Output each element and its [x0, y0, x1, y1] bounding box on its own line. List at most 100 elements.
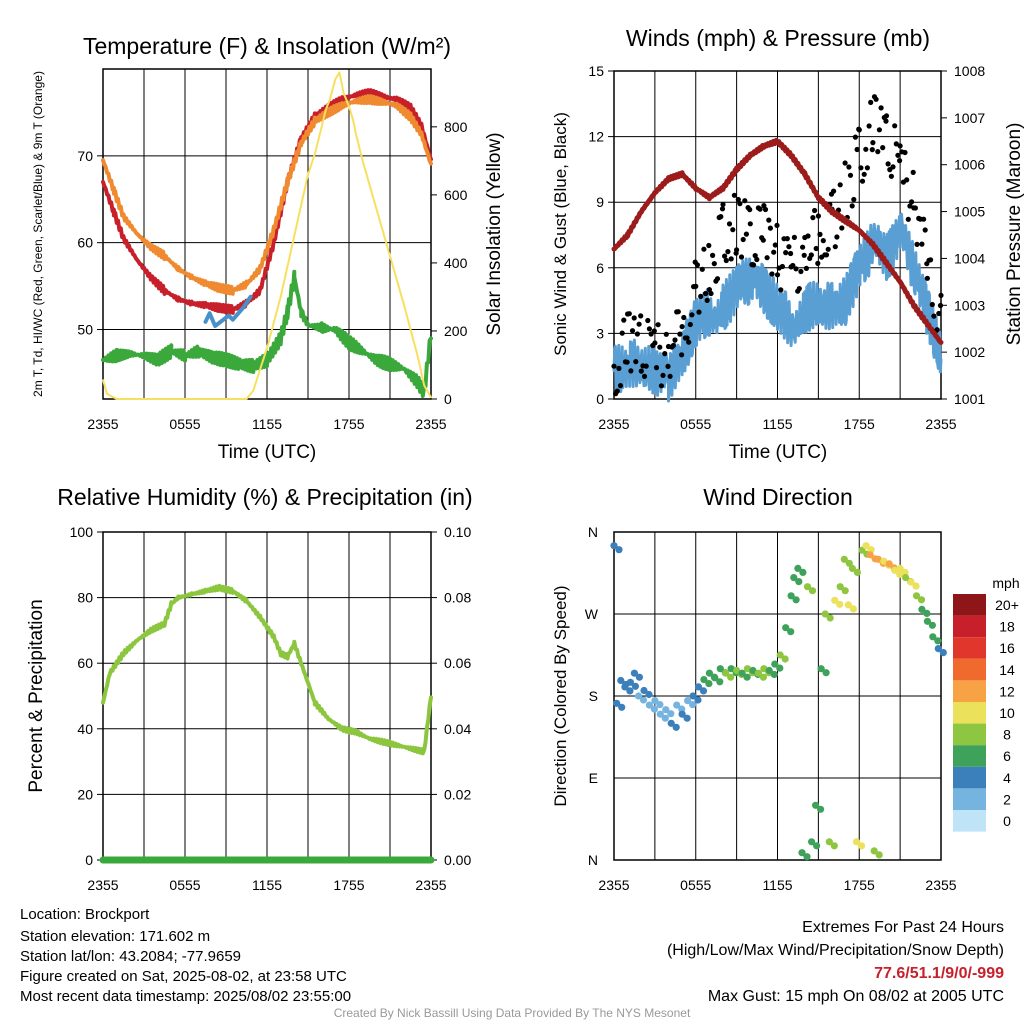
wind-gust-point: [837, 182, 843, 188]
direction-point: [870, 847, 878, 855]
direction-point: [667, 719, 675, 727]
wind-gust-point: [929, 301, 935, 308]
wind-gust-point: [859, 178, 866, 184]
temperature-ytick-label: 70: [77, 148, 93, 164]
direction-point: [776, 664, 784, 672]
wind-gust-point: [670, 342, 677, 349]
direction-ytick-label: W: [585, 606, 599, 622]
wind-gust-point: [657, 344, 663, 350]
wind-gust-point: [677, 331, 683, 337]
wind-gust-point: [924, 275, 931, 281]
winds-xtick-label: 2355: [925, 416, 956, 432]
wind-gust-point: [667, 373, 673, 379]
wind-gust-point: [922, 227, 928, 233]
colorbar-label: 8: [1003, 727, 1011, 743]
wind-gust-point: [774, 222, 780, 228]
direction-ytick-label: E: [589, 770, 598, 786]
wind-gust-point: [895, 152, 901, 158]
colorbar-title: mph: [992, 575, 1019, 591]
temperature-ytick-right-label: 0: [444, 391, 452, 407]
humidity-ytick-label: 0: [85, 852, 93, 868]
colorbar-swatch: [953, 637, 986, 659]
humidity-ytick-right-label: 0.06: [444, 655, 471, 671]
direction-point: [891, 566, 899, 574]
humidity-ytick-right-label: 0.08: [444, 590, 471, 606]
wind-gust-point: [638, 368, 644, 374]
wind-gust-point: [937, 302, 944, 309]
colorbar-swatch: [953, 810, 986, 832]
wind-gust-point: [779, 263, 786, 270]
direction-point: [689, 701, 697, 709]
temperature-ytick-label: 50: [77, 322, 93, 338]
winds-title: Winds (mph) & Pressure (mb): [626, 25, 930, 51]
wind-gust-point: [788, 250, 794, 257]
colorbar-swatch: [953, 788, 986, 810]
direction-point: [678, 710, 686, 718]
colorbar-label: 14: [999, 662, 1015, 678]
wind-gust-point: [703, 290, 709, 297]
humidity-ytick-label: 80: [77, 590, 93, 606]
temperature-xtick-label: 0555: [169, 416, 200, 432]
wind-gust-point: [658, 383, 665, 389]
wind-gust-point: [662, 351, 668, 357]
direction-point: [743, 673, 751, 681]
direction-point: [866, 551, 874, 559]
wind-gust-point: [919, 241, 925, 247]
winds-ytick-right-label: 1003: [954, 297, 985, 313]
humidity-ytick-label: 60: [77, 655, 93, 671]
wind-gust-point: [817, 231, 823, 237]
direction-point: [776, 651, 784, 659]
colorbar-label: 6: [1003, 748, 1011, 764]
wind-gust-point: [774, 272, 781, 278]
direction-point: [803, 853, 811, 861]
colorbar-label: 0: [1003, 813, 1011, 829]
winds-xtick-label: 0555: [680, 416, 711, 432]
wind-gust-point: [764, 255, 770, 261]
direction-point: [934, 645, 942, 653]
wind-gust-point: [914, 241, 920, 247]
winds-series-wind: [612, 212, 943, 403]
wind-gust-point: [839, 225, 845, 231]
humidity-ytick-right-label: 0.00: [444, 852, 471, 868]
wind-gust-point: [684, 335, 690, 341]
wind-gust-point: [815, 260, 821, 266]
wind-gust-point: [731, 192, 738, 198]
direction-point: [808, 587, 817, 595]
wind-gust-point: [766, 217, 772, 223]
direction-point: [645, 690, 653, 699]
direction-point: [722, 669, 730, 677]
wind-gust-point: [832, 244, 838, 250]
direction-point: [667, 710, 675, 718]
direction-point: [711, 674, 719, 682]
temperature-xlabel: Time (UTC): [218, 442, 317, 463]
wind-gust-point: [869, 147, 875, 153]
colorbar-label: 16: [999, 640, 1015, 656]
extremes-subheading: (High/Low/Max Wind/Precipitation/Snow De…: [666, 942, 1004, 959]
direction-point: [896, 570, 904, 578]
wind-gust-point: [907, 203, 913, 209]
direction-point: [683, 714, 691, 722]
wind-gust-point: [723, 257, 729, 264]
temperature-ytick-right-label: 400: [444, 255, 468, 271]
direction-ytick-label: S: [589, 688, 598, 704]
wind-gust-point: [616, 365, 622, 371]
footer-elevation: Station elevation: 171.602 m: [20, 928, 211, 945]
wind-gust-point: [743, 231, 750, 237]
winds-ytick-label: 12: [588, 129, 604, 145]
wind-gust-point: [633, 359, 639, 365]
footer-created: Figure created on Sat, 2025-08-02, at 23…: [20, 968, 347, 985]
humidity-xtick-label: 2355: [87, 877, 118, 893]
wind-gust-point: [722, 253, 728, 259]
direction-point: [840, 555, 848, 563]
direction-point: [831, 596, 839, 604]
direction-point: [826, 614, 834, 622]
wind-gust-point: [880, 145, 886, 151]
wind-gust-point: [897, 158, 903, 164]
direction-point: [939, 649, 947, 657]
direction-point: [929, 633, 937, 641]
winds-ytick-right-label: 1002: [954, 344, 985, 360]
direction-title: Wind Direction: [703, 484, 853, 510]
direction-point: [689, 692, 697, 700]
wind-gust-point: [796, 286, 802, 292]
direction-xtick-label: 2355: [925, 877, 956, 893]
